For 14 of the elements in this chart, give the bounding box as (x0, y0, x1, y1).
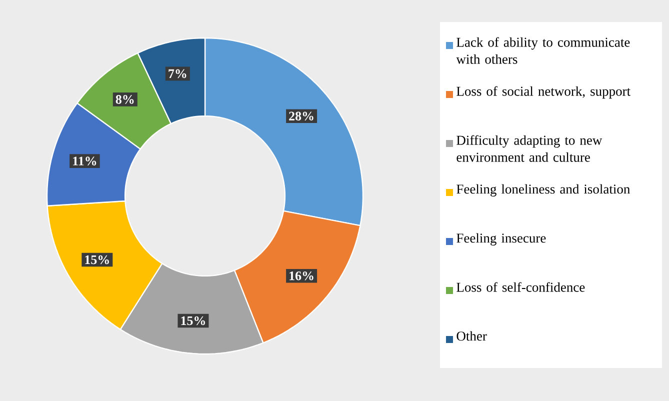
legend-label: Loss of self-confidence (456, 282, 585, 292)
legend-label: Other (456, 331, 487, 341)
data-label: 11% (73, 156, 96, 166)
data-label: 7% (168, 69, 186, 78)
legend-label: Difficulty adapting to new environment and culture (456, 135, 602, 162)
legend-label: Feeling loneliness and isolation (456, 184, 630, 196)
legend-label: Feeling insecure (456, 233, 546, 246)
data-label: 15% (85, 255, 109, 264)
data-label: 16% (290, 271, 314, 280)
data-label: 8% (116, 95, 134, 104)
data-label: 28% (289, 112, 314, 121)
data-label: 15% (181, 316, 205, 326)
legend-label: Loss of social network, support (456, 86, 630, 99)
legend-label: Lack of ability to communicate with others (456, 37, 630, 64)
